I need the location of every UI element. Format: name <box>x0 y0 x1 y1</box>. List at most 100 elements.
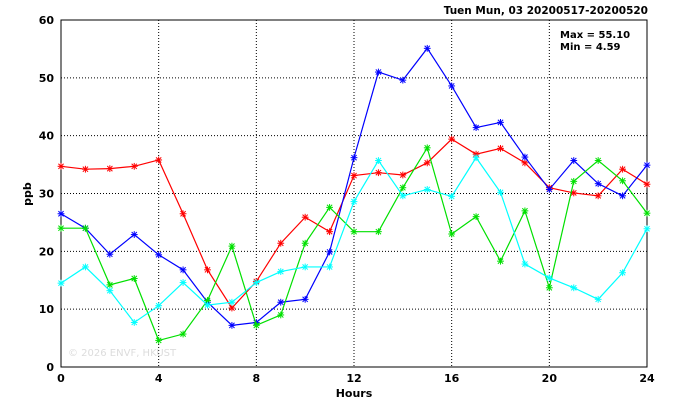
data-point <box>204 301 211 309</box>
data-point <box>619 165 626 173</box>
data-point <box>643 180 651 188</box>
data-point <box>472 213 480 221</box>
data-point <box>545 186 553 193</box>
y-tick-label: 30 <box>39 188 55 201</box>
data-point <box>497 257 504 265</box>
data-point <box>521 260 529 268</box>
data-point <box>423 144 431 152</box>
data-point <box>301 239 309 247</box>
series-2 <box>57 44 651 329</box>
data-point <box>350 198 358 205</box>
data-point <box>228 304 236 312</box>
data-point <box>106 250 114 258</box>
data-point <box>130 275 138 282</box>
data-point <box>448 82 456 90</box>
data-point <box>594 180 602 188</box>
data-point <box>399 171 407 179</box>
data-point <box>521 153 529 161</box>
data-point <box>448 192 456 200</box>
data-point <box>497 118 504 126</box>
data-point <box>82 263 89 271</box>
data-point <box>643 209 651 217</box>
data-point <box>326 228 333 236</box>
data-point <box>423 44 431 52</box>
data-point <box>228 242 236 250</box>
data-point <box>399 76 407 84</box>
data-point <box>326 248 333 256</box>
data-point <box>155 251 163 259</box>
data-point <box>277 311 285 319</box>
series-layer <box>57 44 651 344</box>
x-tick-label: 20 <box>542 372 558 385</box>
data-point <box>472 124 480 131</box>
data-point <box>57 162 65 170</box>
data-point <box>350 172 358 179</box>
data-point <box>277 298 285 306</box>
x-tick-label: 8 <box>253 372 261 385</box>
data-point <box>350 154 358 162</box>
data-point <box>570 177 578 185</box>
data-point <box>277 239 285 247</box>
series-1 <box>57 135 651 312</box>
data-point <box>350 228 358 236</box>
data-point <box>106 281 114 289</box>
y-tick-label: 50 <box>39 72 55 85</box>
data-point <box>228 321 236 329</box>
data-point <box>277 268 285 275</box>
data-point <box>252 321 260 329</box>
data-point <box>106 287 114 295</box>
series-3 <box>57 144 651 344</box>
data-point <box>375 68 382 76</box>
data-point <box>545 284 553 292</box>
data-point <box>57 210 65 218</box>
watermark: © 2026 ENVF, HKUST <box>68 348 177 359</box>
min-label: Min = 4.59 <box>560 42 621 53</box>
data-point <box>497 144 504 152</box>
data-point <box>155 336 163 344</box>
data-point <box>423 159 431 167</box>
data-point <box>643 225 651 233</box>
data-point <box>179 266 187 274</box>
data-point <box>619 177 626 185</box>
data-point <box>423 186 431 193</box>
series-4 <box>57 154 651 326</box>
data-point <box>301 263 309 271</box>
data-point <box>179 210 187 218</box>
data-point <box>106 165 114 173</box>
data-point <box>472 154 480 162</box>
data-point <box>497 188 504 196</box>
y-axis-title: ppb <box>21 182 34 206</box>
x-tick-label: 12 <box>346 372 361 385</box>
data-point <box>545 274 553 282</box>
data-point <box>179 330 187 338</box>
data-point <box>594 157 602 164</box>
x-tick-label: 0 <box>57 372 65 385</box>
data-point <box>619 192 626 200</box>
data-point <box>448 230 456 238</box>
data-point <box>375 169 382 177</box>
data-point <box>252 279 260 286</box>
y-tick-label: 60 <box>39 14 55 27</box>
data-point <box>326 263 333 271</box>
data-point <box>204 266 211 274</box>
y-tick-label: 20 <box>39 245 55 258</box>
data-point <box>130 231 138 238</box>
data-point <box>82 165 89 173</box>
data-point <box>301 213 309 221</box>
data-point <box>570 157 578 164</box>
data-point <box>521 207 529 215</box>
data-point <box>82 224 89 232</box>
data-point <box>179 279 187 286</box>
y-tick-label: 40 <box>39 130 55 143</box>
data-point <box>155 302 163 310</box>
data-point <box>130 162 138 170</box>
data-point <box>375 157 382 164</box>
data-point <box>228 298 236 306</box>
data-point <box>570 284 578 292</box>
data-point <box>448 135 456 143</box>
x-tick-label: 16 <box>444 372 460 385</box>
chart-title: Tuen Mun, 03 20200517-20200520 <box>444 5 648 17</box>
data-point <box>301 295 309 303</box>
data-point <box>130 319 138 326</box>
